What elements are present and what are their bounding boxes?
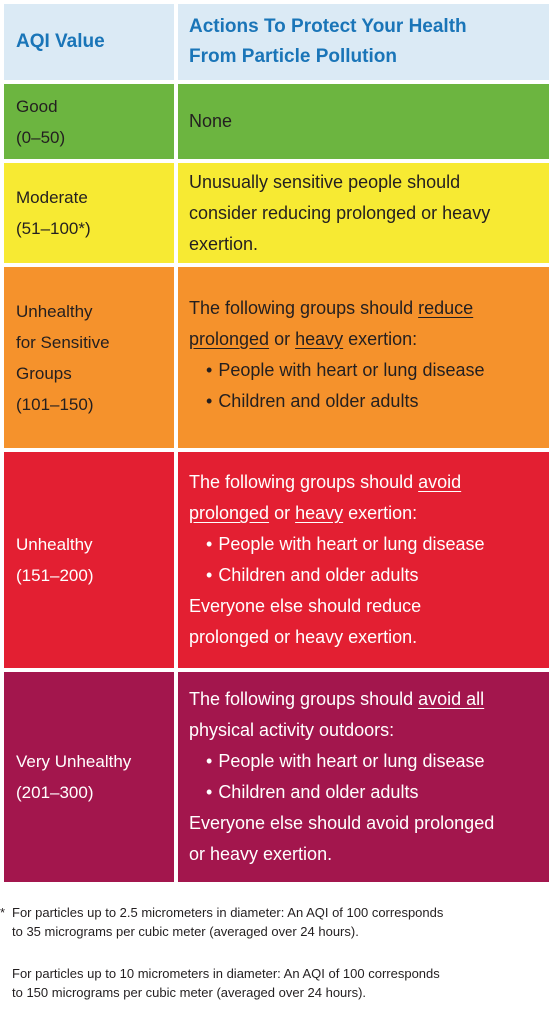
unhealthy-intro-a: The following groups should bbox=[189, 472, 419, 492]
usg-label-line3: Groups bbox=[16, 363, 72, 383]
footnote-2-line1: For particles up to 10 micrometers in di… bbox=[12, 966, 440, 981]
very-unhealthy-intro-avoid-all: avoid all bbox=[418, 689, 485, 709]
header-actions-line2: From Particle Pollution bbox=[189, 46, 397, 67]
unhealthy-label: Unhealthy bbox=[16, 535, 93, 554]
good-range: (0–50) bbox=[16, 127, 66, 147]
unhealthy-intro-heavy: heavy bbox=[295, 503, 344, 523]
unhealthy-intro-line2: prolonged or heavy exertion: bbox=[189, 498, 549, 529]
very-unhealthy-range: (201–300) bbox=[16, 783, 94, 802]
usg-intro-reduce: reduce bbox=[418, 297, 474, 318]
unhealthy-intro-exertion: exertion: bbox=[343, 503, 418, 523]
header-aqi-value-text: AQI Value bbox=[16, 31, 105, 52]
usg-intro-or: or bbox=[269, 328, 296, 349]
unhealthy-bullet1: People with heart or lung disease bbox=[189, 529, 549, 560]
footnote-asterisk: * bbox=[0, 905, 6, 920]
unhealthy-intro-avoid: avoid bbox=[418, 472, 462, 492]
usg-intro-line1: The following groups should reduce bbox=[189, 293, 549, 324]
usg-action-cell: The following groups should reduce prolo… bbox=[178, 267, 549, 448]
moderate-action-line3: exertion. bbox=[189, 233, 259, 254]
very-unhealthy-intro-line2: physical activity outdoors: bbox=[189, 720, 395, 740]
very-unhealthy-closing-line2: or heavy exertion. bbox=[189, 844, 333, 864]
table-row-very-unhealthy: Very Unhealthy (201–300) The following g… bbox=[0, 672, 553, 882]
usg-intro-a: The following groups should bbox=[189, 297, 419, 318]
table-header: AQI Value Actions To Protect Your Health… bbox=[0, 4, 553, 80]
usg-label-line1: Unhealthy bbox=[16, 301, 93, 321]
good-action-cell: None bbox=[178, 84, 549, 159]
unhealthy-closing-line1: Everyone else should reduce bbox=[189, 596, 422, 616]
header-aqi-value: AQI Value bbox=[4, 4, 174, 80]
usg-intro-line2: prolonged or heavy exertion: bbox=[189, 324, 549, 355]
table-row-good: Good (0–50) None bbox=[0, 84, 553, 159]
usg-bullet1: People with heart or lung disease bbox=[189, 355, 549, 386]
very-unhealthy-closing-line1: Everyone else should avoid prolonged bbox=[189, 813, 495, 833]
table-row-unhealthy: Unhealthy (151–200) The following groups… bbox=[0, 452, 553, 668]
moderate-label: Moderate bbox=[16, 188, 88, 207]
moderate-label-cell: Moderate (51–100*) bbox=[4, 163, 174, 263]
very-unhealthy-intro-a: The following groups should bbox=[189, 689, 419, 709]
moderate-action-cell: Unusually sensitive people should consid… bbox=[178, 163, 549, 263]
moderate-range: (51–100*) bbox=[16, 219, 91, 238]
footnote-2-line2: to 150 micrograms per cubic meter (avera… bbox=[12, 985, 367, 1000]
unhealthy-intro-prolonged: prolonged bbox=[189, 503, 270, 523]
very-unhealthy-intro-line1: The following groups should avoid all bbox=[189, 684, 549, 715]
header-actions-line1: Actions To Protect Your Health bbox=[189, 16, 467, 37]
unhealthy-intro-or: or bbox=[269, 503, 296, 523]
unhealthy-intro-line1: The following groups should avoid bbox=[189, 467, 549, 498]
very-unhealthy-bullet2: Children and older adults bbox=[189, 777, 549, 808]
unhealthy-closing-line2: prolonged or heavy exertion. bbox=[189, 627, 418, 647]
usg-intro-prolonged: prolonged bbox=[189, 328, 270, 349]
footnote-1-line2: to 35 micrograms per cubic meter (averag… bbox=[12, 924, 359, 939]
footnote-1-line1: For particles up to 2.5 micrometers in d… bbox=[12, 905, 444, 920]
usg-label-cell: Unhealthy for Sensitive Groups (101–150) bbox=[4, 267, 174, 448]
good-action: None bbox=[189, 111, 233, 131]
very-unhealthy-action-cell: The following groups should avoid all ph… bbox=[178, 672, 549, 882]
very-unhealthy-bullet1: People with heart or lung disease bbox=[189, 746, 549, 777]
unhealthy-range: (151–200) bbox=[16, 566, 94, 585]
moderate-action-line1: Unusually sensitive people should bbox=[189, 171, 461, 192]
usg-label-line2: for Sensitive bbox=[16, 332, 110, 352]
footnote-1: * For particles up to 2.5 micrometers in… bbox=[0, 903, 553, 941]
very-unhealthy-label-cell: Very Unhealthy (201–300) bbox=[4, 672, 174, 882]
table-row-usg: Unhealthy for Sensitive Groups (101–150)… bbox=[0, 267, 553, 448]
usg-intro-heavy: heavy bbox=[295, 328, 344, 349]
moderate-action-line2: consider reducing prolonged or heavy bbox=[189, 202, 491, 223]
footnote-2: For particles up to 10 micrometers in di… bbox=[0, 964, 553, 1002]
usg-intro-exertion: exertion: bbox=[343, 328, 418, 349]
unhealthy-bullet2: Children and older adults bbox=[189, 560, 549, 591]
very-unhealthy-label: Very Unhealthy bbox=[16, 752, 132, 771]
unhealthy-label-cell: Unhealthy (151–200) bbox=[4, 452, 174, 668]
usg-bullet2: Children and older adults bbox=[189, 386, 549, 417]
unhealthy-action-cell: The following groups should avoid prolon… bbox=[178, 452, 549, 668]
usg-range: (101–150) bbox=[16, 394, 94, 414]
table-row-moderate: Moderate (51–100*) Unusually sensitive p… bbox=[0, 163, 553, 263]
good-label: Good bbox=[16, 96, 58, 116]
good-label-cell: Good (0–50) bbox=[4, 84, 174, 159]
header-actions: Actions To Protect Your Health From Part… bbox=[178, 4, 549, 80]
